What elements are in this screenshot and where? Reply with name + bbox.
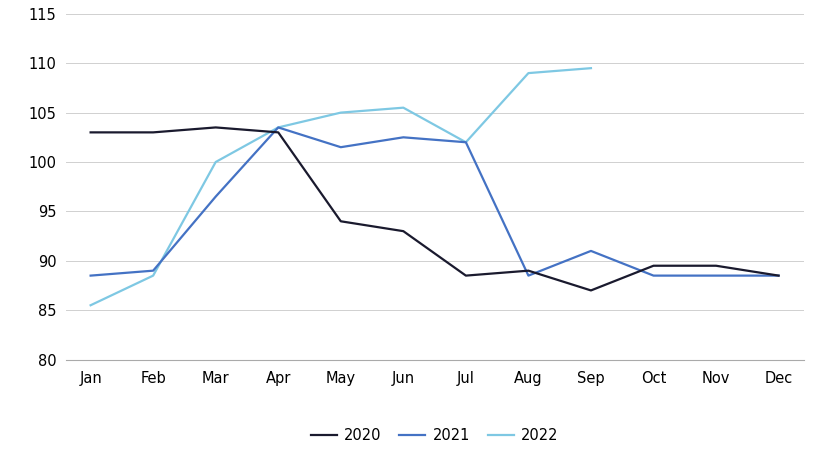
2022 — [398, 105, 408, 111]
2021 — [460, 140, 470, 145]
2020 — [336, 219, 346, 224]
2021 — [710, 273, 720, 278]
2021 — [210, 194, 220, 199]
2020 — [273, 130, 283, 135]
2021 — [772, 273, 782, 278]
2021 — [523, 273, 532, 278]
2021 — [148, 268, 158, 273]
2020 — [710, 263, 720, 268]
2022 — [148, 273, 158, 278]
2022 — [336, 110, 346, 115]
2020 — [586, 288, 595, 293]
2020 — [398, 228, 408, 234]
2022 — [523, 71, 532, 76]
2022 — [210, 159, 220, 165]
2020 — [460, 273, 470, 278]
2022 — [586, 65, 595, 71]
2021 — [86, 273, 96, 278]
2020 — [148, 130, 158, 135]
2021 — [336, 144, 346, 150]
Line: 2022: 2022 — [91, 68, 590, 305]
2022 — [86, 302, 96, 308]
2020 — [210, 124, 220, 130]
Line: 2020: 2020 — [91, 127, 777, 290]
2020 — [86, 130, 96, 135]
2021 — [398, 135, 408, 140]
2020 — [648, 263, 658, 268]
2022 — [460, 140, 470, 145]
2021 — [586, 248, 595, 254]
2020 — [523, 268, 532, 273]
2021 — [273, 124, 283, 130]
2021 — [648, 273, 658, 278]
2020 — [772, 273, 782, 278]
Legend: 2020, 2021, 2022: 2020, 2021, 2022 — [305, 422, 563, 449]
Line: 2021: 2021 — [91, 127, 777, 276]
2022 — [273, 124, 283, 130]
